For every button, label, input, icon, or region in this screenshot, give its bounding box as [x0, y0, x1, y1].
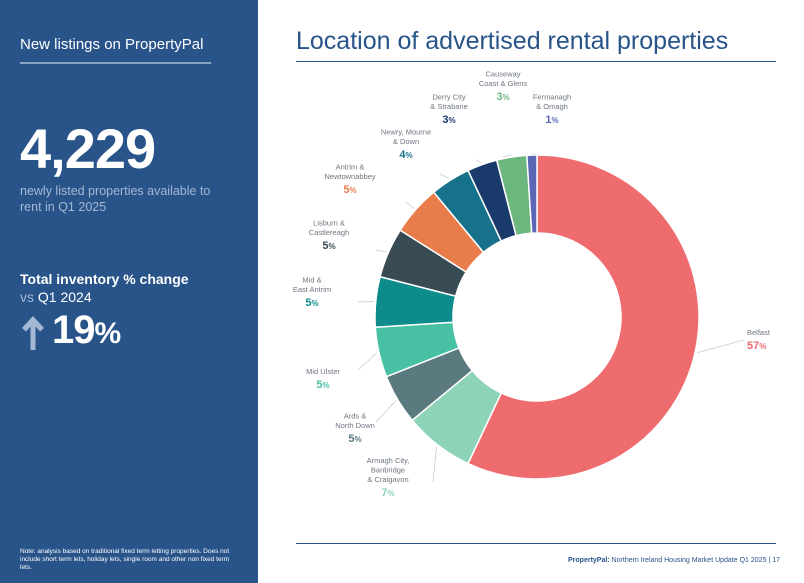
slice-name-2-0: Ards & [344, 412, 367, 421]
leader-line-1 [432, 446, 437, 483]
methodology-note: Note: analysis based on traditional fixe… [20, 548, 230, 571]
footer-separator: | [768, 557, 771, 564]
inventory-change-title: Total inventory % change [20, 271, 189, 287]
slice-name-10-1: & Omagh [536, 102, 568, 111]
slice-label-7: Newry, Mourne& Down 4% [381, 128, 431, 162]
slice-value-10: 1% [545, 114, 558, 126]
title-divider [296, 61, 776, 62]
slice-value-8: 3% [442, 114, 455, 126]
inventory-change-number: 19 [52, 308, 95, 352]
slice-value-3: 5% [316, 379, 329, 391]
slice-name-6-1: Newtownabbey [324, 172, 376, 181]
slice-name-7-1: & Down [393, 137, 419, 146]
slice-label-10: Fermanagh& Omagh 1% [533, 93, 571, 127]
inventory-change-value: 19% [52, 308, 122, 353]
slice-value-6: 5% [343, 184, 356, 196]
slice-value-4: 5% [305, 297, 318, 309]
slice-label-5: Lisburn &Castlereagh 5% [309, 219, 349, 253]
slice-value-0: 57% [747, 340, 766, 352]
leader-line-6 [405, 201, 415, 209]
slice-value-1: 7% [381, 487, 394, 499]
donut-chart: Belfast 57% Armagh City,Banbridge& Craigav… [293, 70, 771, 500]
arrow-up-icon [22, 316, 44, 350]
footer-brand: PropertyPal: [568, 557, 610, 564]
slice-label-8: Derry City& Strabane 3% [430, 93, 468, 127]
slice-name-9-0: Causeway [485, 70, 520, 79]
leader-line-9 [502, 154, 512, 158]
inventory-change-unit: % [94, 317, 122, 350]
leader-line-3 [357, 352, 378, 371]
slice-value-5: 5% [322, 240, 335, 252]
slice-label-4: Mid &East Antrim 5% [293, 276, 331, 310]
slice-name-2-1: North Down [335, 421, 375, 430]
slice-name-0-0: Belfast [747, 328, 771, 337]
slice-value-2: 5% [348, 433, 361, 445]
slice-label-3: Mid Ulster 5% [306, 367, 340, 391]
leader-line-2 [375, 400, 397, 423]
leader-line-10 [531, 152, 537, 156]
slice-name-5-1: Castlereagh [309, 228, 349, 237]
leader-line-8 [475, 159, 482, 164]
donut-slice-10 [526, 154, 538, 234]
sidebar-divider [20, 62, 211, 64]
leader-line-0 [696, 339, 745, 354]
sidebar-title: New listings on PropertyPal [20, 36, 204, 53]
leader-line-5 [375, 249, 387, 253]
leader-line-7 [439, 173, 450, 179]
slice-name-1-1: Banbridge [371, 466, 405, 475]
slice-name-6-0: Antrim & [336, 163, 365, 172]
slice-name-5-0: Lisburn & [313, 219, 345, 228]
footer-divider [296, 543, 776, 544]
slice-name-1-0: Armagh City, [367, 456, 410, 465]
slice-name-4-1: East Antrim [293, 285, 331, 294]
slice-name-8-1: & Strabane [430, 102, 468, 111]
inventory-period-label: Q1 2024 [37, 289, 92, 305]
sidebar: New listings on PropertyPal 4,229 newly … [0, 0, 258, 583]
slice-name-7-0: Newry, Mourne [381, 128, 431, 137]
slice-label-0: Belfast 57% [747, 328, 771, 352]
slice-label-1: Armagh City,Banbridge& Craigavon 7% [367, 456, 410, 499]
new-listings-caption: newly listed properties available to ren… [20, 184, 211, 214]
slice-name-4-0: Mid & [302, 276, 321, 285]
new-listings-count: 4,229 [20, 117, 156, 180]
donut-slice-0 [467, 154, 700, 480]
slice-name-1-2: & Craigavon [367, 475, 408, 484]
slice-label-2: Ards &North Down 5% [335, 412, 375, 446]
slice-label-6: Antrim &Newtownabbey 5% [324, 163, 376, 197]
slice-name-9-1: Coast & Glens [479, 79, 528, 88]
slice-name-8-0: Derry City [432, 93, 466, 102]
slice-value-7: 4% [399, 149, 412, 161]
inventory-vs-label: vs [20, 289, 34, 305]
slice-value-9: 3% [496, 91, 509, 103]
page-number: 17 [772, 557, 780, 564]
chart-title: Location of advertised rental properties [296, 27, 729, 55]
slice-name-10-0: Fermanagh [533, 93, 571, 102]
inventory-change-period: vs Q1 2024 [20, 289, 92, 305]
footer-text: Northern Ireland Housing Market Update Q… [611, 557, 767, 564]
page-footer: PropertyPal: Northern Ireland Housing Ma… [568, 557, 780, 564]
slice-name-3-0: Mid Ulster [306, 367, 340, 376]
